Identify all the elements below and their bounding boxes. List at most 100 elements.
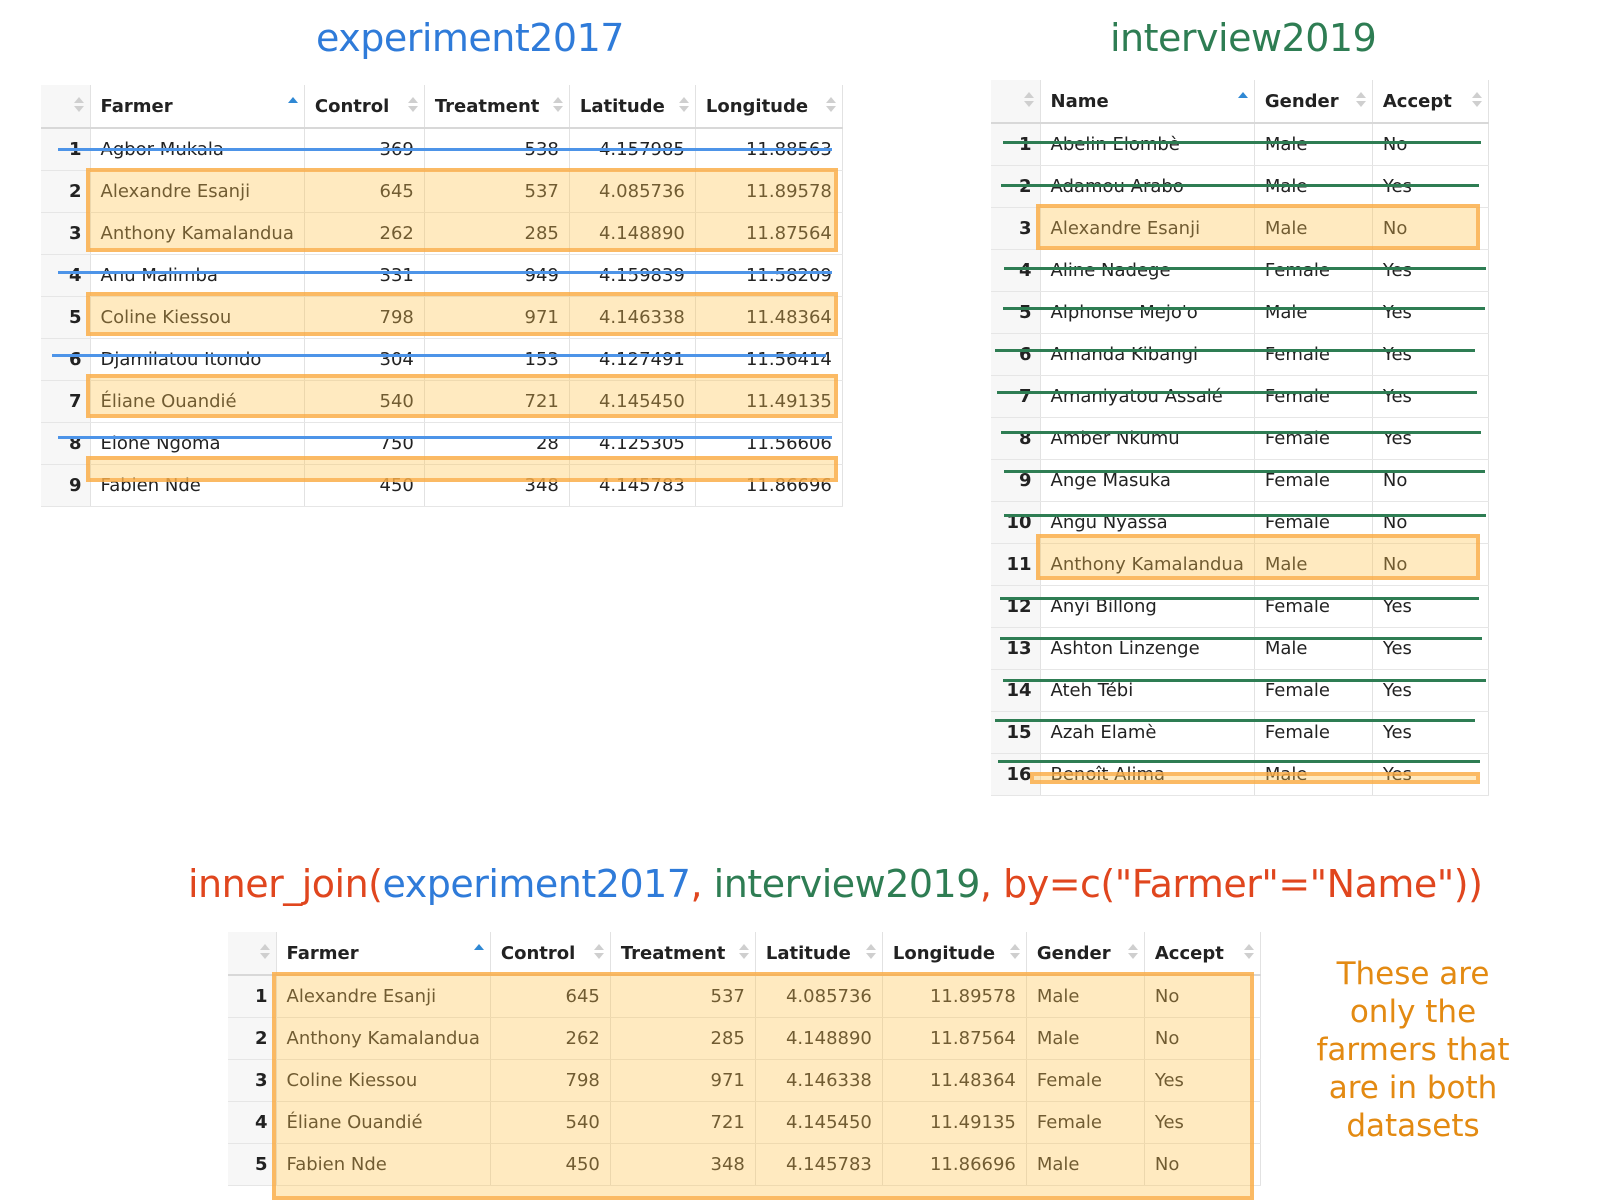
table-row: 1 Abelin Elombè Male No bbox=[991, 123, 1489, 166]
sort-icon[interactable] bbox=[1127, 944, 1138, 960]
table-row: 2 Adamou Arabo Male Yes bbox=[991, 165, 1489, 208]
column-header-treatment[interactable]: Treatment bbox=[610, 932, 756, 976]
cell-control: 645 bbox=[304, 170, 425, 213]
experiment-table: Farmer Control Treatment Latitude Longitude … bbox=[41, 85, 843, 507]
sort-ascending-icon[interactable] bbox=[1237, 92, 1248, 108]
sort-icon[interactable] bbox=[1023, 92, 1034, 108]
cell-index: 16 bbox=[991, 753, 1041, 796]
cell-gender: Female bbox=[1254, 711, 1373, 754]
cell-name: Amaniyatou Assalé bbox=[1040, 375, 1255, 418]
cell-farmer: Djamilatou Itondo bbox=[90, 338, 305, 381]
cell-control: 304 bbox=[304, 338, 425, 381]
cell-control: 798 bbox=[304, 296, 425, 339]
cell-index: 1 bbox=[41, 128, 91, 171]
column-header-label: Farmer bbox=[286, 942, 359, 964]
cell-treatment: 971 bbox=[424, 296, 570, 339]
cell-name: Ateh Tébi bbox=[1040, 669, 1255, 712]
cell-gender: Female bbox=[1254, 585, 1373, 628]
sort-icon[interactable] bbox=[1471, 92, 1482, 108]
cell-treatment: 285 bbox=[610, 1017, 756, 1060]
column-header-treatment[interactable]: Treatment bbox=[424, 85, 570, 129]
cell-longitude: 11.56414 bbox=[695, 338, 843, 381]
cell-name: Anyi Billong bbox=[1040, 585, 1255, 628]
cell-accept: Yes bbox=[1144, 1059, 1261, 1102]
sort-ascending-icon[interactable] bbox=[287, 97, 298, 113]
sort-icon[interactable] bbox=[1355, 92, 1366, 108]
table-row: 1 Agbor Mukala 369 538 4.157985 11.88563 bbox=[41, 128, 843, 171]
cell-gender: Female bbox=[1254, 417, 1373, 460]
cell-latitude: 4.085736 bbox=[569, 170, 696, 213]
column-header-gender[interactable]: Gender bbox=[1254, 80, 1373, 124]
column-header-control[interactable]: Control bbox=[304, 85, 425, 129]
cell-name: Azah Elamè bbox=[1040, 711, 1255, 754]
cell-accept: Yes bbox=[1372, 669, 1489, 712]
table-row: 10 Angu Nyassa Female No bbox=[991, 501, 1489, 544]
cell-treatment: 348 bbox=[424, 464, 570, 507]
cell-treatment: 949 bbox=[424, 254, 570, 297]
cell-latitude: 4.148890 bbox=[569, 212, 696, 255]
cell-treatment: 153 bbox=[424, 338, 570, 381]
cell-accept: No bbox=[1372, 459, 1489, 502]
cell-index: 10 bbox=[991, 501, 1041, 544]
column-header-index[interactable] bbox=[228, 932, 277, 976]
cell-farmer: Éliane Ouandié bbox=[276, 1101, 491, 1144]
column-header-farmer[interactable]: Farmer bbox=[90, 85, 305, 129]
sort-icon[interactable] bbox=[678, 97, 689, 113]
cell-longitude: 11.87564 bbox=[882, 1017, 1027, 1060]
column-header-index[interactable] bbox=[991, 80, 1041, 124]
note-line: farmers that bbox=[1316, 1032, 1510, 1068]
cell-index: 8 bbox=[991, 417, 1041, 460]
join-by: , by=c("Farmer"="Name")) bbox=[979, 862, 1483, 906]
cell-latitude: 4.159839 bbox=[569, 254, 696, 297]
column-header-gender[interactable]: Gender bbox=[1026, 932, 1145, 976]
column-header-label: Gender bbox=[1036, 942, 1111, 964]
cell-name: Ashton Linzenge bbox=[1040, 627, 1255, 670]
sort-icon[interactable] bbox=[1009, 944, 1020, 960]
sort-icon[interactable] bbox=[1243, 944, 1254, 960]
cell-name: Alphonse Mejo'o bbox=[1040, 291, 1255, 334]
cell-treatment: 721 bbox=[610, 1101, 756, 1144]
cell-index: 3 bbox=[991, 207, 1041, 250]
cell-index: 5 bbox=[991, 291, 1041, 334]
column-header-name[interactable]: Name bbox=[1040, 80, 1255, 124]
joined-table: Farmer Control Treatment Latitude Longitude G… bbox=[228, 932, 1261, 1186]
column-header-label: Longitude bbox=[705, 95, 809, 117]
column-header-longitude[interactable]: Longitude bbox=[882, 932, 1027, 976]
sort-icon[interactable] bbox=[593, 944, 604, 960]
cell-control: 540 bbox=[490, 1101, 611, 1144]
sort-icon[interactable] bbox=[259, 944, 270, 960]
sort-icon[interactable] bbox=[738, 944, 749, 960]
cell-gender: Male bbox=[1026, 1017, 1145, 1060]
column-header-label: Farmer bbox=[100, 95, 173, 117]
sort-icon[interactable] bbox=[552, 97, 563, 113]
cell-accept: Yes bbox=[1372, 627, 1489, 670]
cell-longitude: 11.58209 bbox=[695, 254, 843, 297]
cell-longitude: 11.89578 bbox=[882, 975, 1027, 1018]
sort-icon[interactable] bbox=[825, 97, 836, 113]
sort-ascending-icon[interactable] bbox=[473, 944, 484, 960]
column-header-farmer[interactable]: Farmer bbox=[276, 932, 491, 976]
sort-icon[interactable] bbox=[73, 97, 84, 113]
cell-accept: Yes bbox=[1372, 291, 1489, 334]
join-code: inner_join(experiment2017, interview2019… bbox=[188, 862, 1483, 906]
column-header-accept[interactable]: Accept bbox=[1372, 80, 1489, 124]
explanation-note: These are only the farmers that are in b… bbox=[1283, 955, 1543, 1145]
cell-accept: Yes bbox=[1144, 1101, 1261, 1144]
sort-icon[interactable] bbox=[865, 944, 876, 960]
cell-accept: Yes bbox=[1372, 165, 1489, 208]
column-header-longitude[interactable]: Longitude bbox=[695, 85, 843, 129]
table-row: 6 Djamilatou Itondo 304 153 4.127491 11.56414 bbox=[41, 338, 843, 381]
cell-longitude: 11.86696 bbox=[695, 464, 843, 507]
column-header-index[interactable] bbox=[41, 85, 91, 129]
cell-gender: Female bbox=[1254, 501, 1373, 544]
interview-table: Name Gender Accept 1 Abelin Elombè Male No 2 Ad… bbox=[991, 80, 1489, 796]
cell-longitude: 11.49135 bbox=[695, 380, 843, 423]
column-header-latitude[interactable]: Latitude bbox=[755, 932, 883, 976]
column-header-control[interactable]: Control bbox=[490, 932, 611, 976]
column-header-latitude[interactable]: Latitude bbox=[569, 85, 696, 129]
cell-treatment: 537 bbox=[610, 975, 756, 1018]
sort-icon[interactable] bbox=[407, 97, 418, 113]
cell-index: 11 bbox=[991, 543, 1041, 586]
cell-accept: No bbox=[1372, 543, 1489, 586]
column-header-accept[interactable]: Accept bbox=[1144, 932, 1261, 976]
